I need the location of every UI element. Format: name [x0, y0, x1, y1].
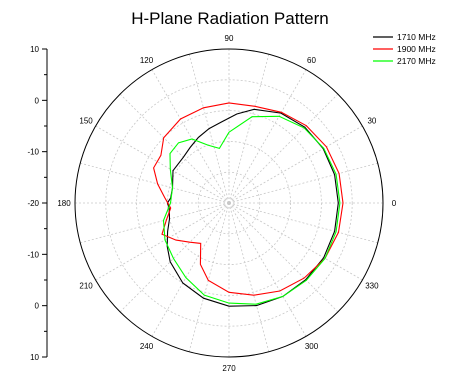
angle-tick-label: 60 — [307, 56, 316, 65]
chart-title: H-Plane Radiation Pattern — [131, 9, 329, 28]
grid-circle — [105, 79, 353, 327]
grid-spoke — [151, 69, 230, 204]
angle-tick-label: 30 — [367, 117, 376, 126]
angle-tick-label: 210 — [79, 282, 93, 291]
grid-spoke — [151, 202, 230, 337]
radial-tick-label: 0 — [35, 302, 40, 311]
angle-tick-label: 240 — [140, 342, 154, 351]
radial-axis: 10 0 -10 -20 -10 0 10 — [27, 45, 48, 362]
angle-tick-label: 0 — [392, 199, 397, 208]
grid-spoke — [80, 202, 230, 244]
series-line-1710-mhz — [166, 108, 339, 307]
grid-spoke — [188, 202, 230, 352]
radial-tick-label: -10 — [27, 250, 39, 259]
radial-tick-label: -10 — [27, 148, 39, 157]
radial-tick-label: -20 — [27, 199, 39, 208]
angle-tick-label: 330 — [365, 282, 379, 291]
grid-spoke — [228, 202, 270, 352]
radial-tick-label: 10 — [30, 353, 39, 362]
radial-tick-label: 10 — [30, 45, 39, 54]
legend-label: 1710 MHz — [397, 32, 436, 42]
angle-tick-label: 120 — [140, 56, 154, 65]
grid-spoke — [95, 125, 230, 204]
outer-circle — [74, 48, 384, 358]
grid-spoke — [228, 93, 339, 204]
polar-grid — [74, 48, 384, 358]
grid-spoke — [95, 202, 230, 281]
grid-spoke — [80, 162, 230, 204]
radial-tick-label: 0 — [35, 96, 40, 105]
angle-tick-label: 90 — [225, 34, 234, 43]
grid-spoke — [228, 202, 363, 281]
angle-tick-label: 150 — [79, 117, 93, 126]
series-layer — [153, 102, 344, 307]
grid-spoke — [228, 162, 378, 204]
grid-spoke — [228, 54, 270, 204]
angle-tick-label: 180 — [57, 199, 71, 208]
grid-spoke — [228, 69, 307, 204]
grid-spoke — [228, 202, 378, 244]
angle-tick-label: 300 — [305, 342, 319, 351]
grid-spoke — [228, 202, 339, 313]
legend-label: 2170 MHz — [397, 56, 436, 66]
grid-spoke — [228, 202, 307, 337]
grid-spoke — [119, 202, 230, 313]
angle-labels: 0 30 60 90 120 150 180 210 240 270 300 330 — [57, 34, 396, 373]
grid-spoke — [228, 125, 363, 204]
legend-label: 1900 MHz — [397, 44, 436, 54]
grid-circle — [197, 171, 261, 235]
angle-tick-label: 270 — [222, 364, 236, 373]
series-line-2170-mhz — [162, 115, 341, 305]
legend: 1710 MHz 1900 MHz 2170 MHz — [373, 32, 436, 66]
series-line-1900-mhz — [153, 102, 344, 296]
